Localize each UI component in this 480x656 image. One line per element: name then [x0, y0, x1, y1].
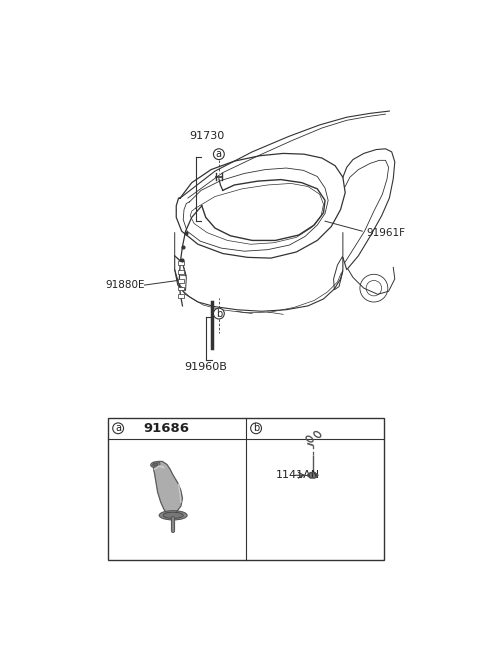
Ellipse shape	[163, 512, 183, 518]
Text: a: a	[115, 423, 121, 434]
Polygon shape	[153, 461, 182, 516]
Ellipse shape	[159, 510, 187, 520]
Ellipse shape	[153, 463, 158, 466]
Polygon shape	[308, 472, 317, 478]
Text: b: b	[216, 308, 222, 319]
Text: 91960B: 91960B	[184, 363, 227, 373]
Circle shape	[113, 423, 123, 434]
Text: 91961F: 91961F	[366, 228, 405, 237]
Bar	[178, 279, 184, 283]
Bar	[178, 295, 184, 298]
Text: b: b	[253, 423, 259, 434]
Bar	[108, 417, 384, 560]
Bar	[178, 287, 184, 291]
Text: 91730: 91730	[190, 131, 225, 142]
Text: 1141AN: 1141AN	[276, 470, 320, 480]
Text: 91686: 91686	[143, 422, 189, 435]
Circle shape	[251, 423, 262, 434]
Circle shape	[214, 308, 224, 319]
Bar	[178, 261, 184, 265]
Circle shape	[214, 149, 224, 159]
Text: 91880E: 91880E	[105, 280, 144, 290]
Text: a: a	[216, 149, 222, 159]
Bar	[178, 270, 184, 274]
Ellipse shape	[151, 462, 160, 467]
